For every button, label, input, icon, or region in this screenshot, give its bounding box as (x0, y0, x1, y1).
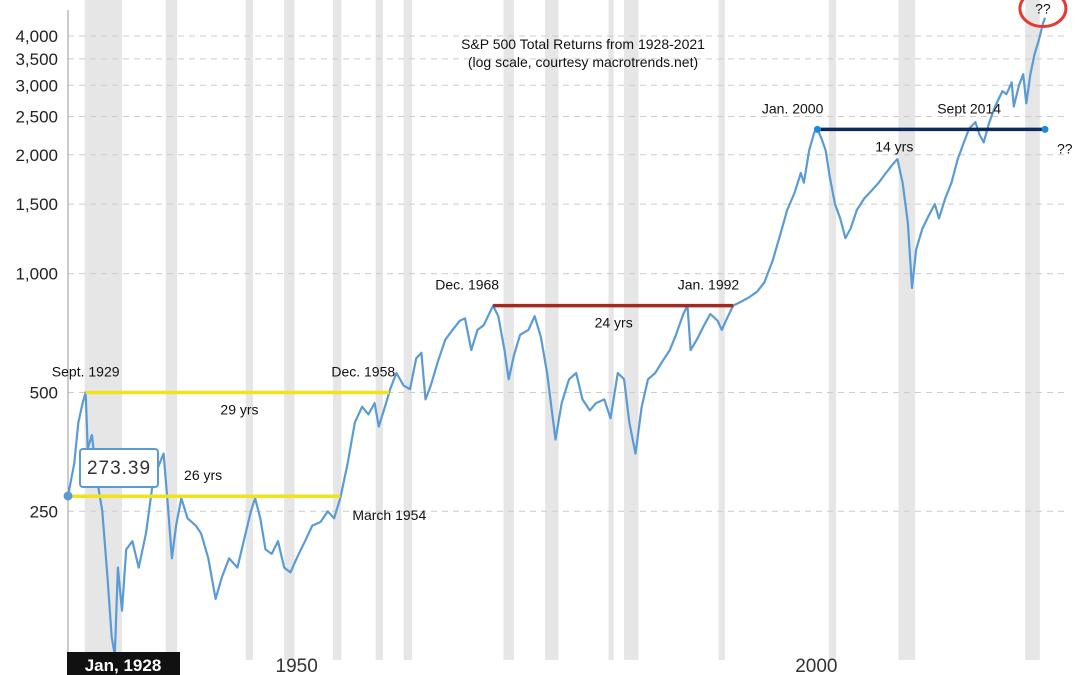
start-date-label: Jan, 1928 (67, 652, 180, 675)
y-tick-label: 2,000 (15, 146, 58, 165)
annotation-label: 29 yrs (220, 401, 258, 417)
range-endpoint (813, 125, 821, 133)
recession-band (545, 0, 559, 660)
annotation-label: ?? (1057, 140, 1073, 156)
recession-band (608, 0, 614, 660)
range-endpoint (1041, 125, 1049, 133)
recession-band (828, 0, 837, 660)
y-tick-label: 3,000 (15, 76, 58, 95)
x-axis-ticks: 1950 2000 (276, 656, 838, 675)
annotation-label: 26 yrs (184, 467, 222, 483)
tooltip-value: 273.39 (87, 458, 151, 479)
annotation-label: 14 yrs (875, 138, 913, 154)
y-axis-ticks: 250 500 1,000 1,500 2,000 2,500 3,000 3,500 4,00… (15, 27, 58, 521)
annotation-label: March 1954 (352, 507, 426, 523)
series-line (66, 17, 1047, 657)
annotation-label: Dec. 1958 (331, 363, 395, 379)
recession-band (898, 0, 916, 660)
tooltip: 273.39 (63, 448, 159, 501)
y-tick-label: 3,500 (15, 50, 58, 69)
x-tick-label: 2000 (795, 656, 837, 675)
y-tick-label: 500 (30, 383, 58, 402)
start-date-box (67, 652, 180, 675)
annotations: Sept. 1929 Dec. 1958 29 yrs 26 yrs March 195… (52, 0, 1073, 523)
recession-band (333, 0, 342, 660)
x-tick-label: 1950 (276, 656, 318, 675)
chart-title: S&P 500 Total Returns from 1928-2021 (461, 36, 705, 52)
y-tick-label: 250 (30, 502, 58, 521)
highlight-circle (1018, 0, 1068, 29)
annotation-label: 24 yrs (595, 315, 633, 331)
annotation-label: Sept. 1929 (52, 363, 120, 379)
recession-band (1025, 0, 1040, 660)
recession-band (503, 0, 514, 660)
y-tick-label: 2,500 (15, 108, 58, 127)
y-tick-label: 4,000 (15, 27, 58, 46)
recession-band (84, 0, 123, 660)
y-tick-label: 1,500 (15, 195, 58, 214)
recession-band (165, 0, 178, 660)
annotation-label: ?? (1035, 1, 1051, 17)
time-range-lines (68, 125, 1049, 498)
grid-lines (68, 35, 1065, 512)
recession-band (375, 0, 383, 660)
tooltip-point (63, 491, 73, 501)
annotation-label: Jan. 2000 (762, 100, 824, 116)
recession-band (403, 0, 413, 660)
recession-band (624, 0, 639, 660)
tooltip-box (79, 448, 159, 488)
recession-band (245, 0, 254, 660)
y-tick-label: 1,000 (15, 265, 58, 284)
annotation-label: Sept 2014 (937, 100, 1001, 116)
annotation-label: Dec. 1968 (435, 277, 499, 293)
recession-bands (84, 0, 1040, 660)
annotation-label: Jan. 1992 (678, 277, 740, 293)
chart-subtitle: (log scale, courtesy macrotrends.net) (468, 54, 698, 70)
recession-band (284, 0, 295, 660)
start-date-text: Jan, 1928 (85, 656, 162, 675)
